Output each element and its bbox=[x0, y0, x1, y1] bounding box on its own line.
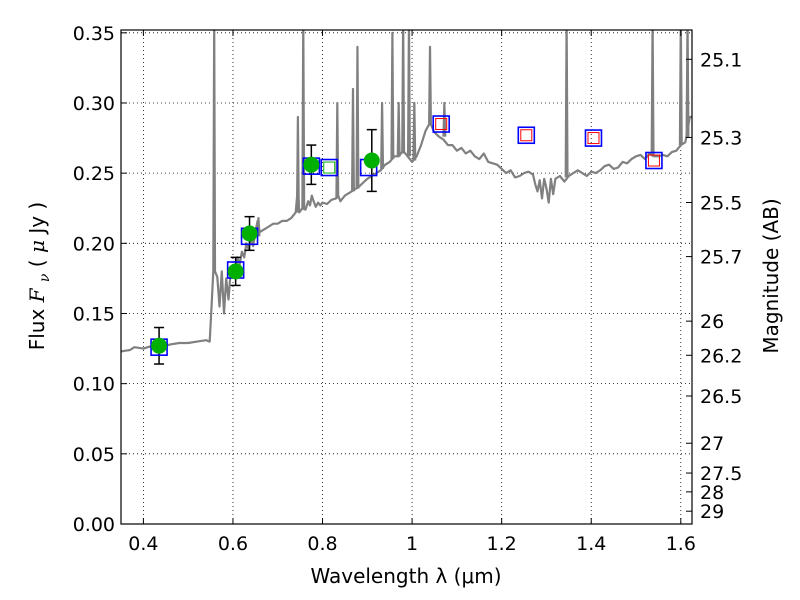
inner-marker-square bbox=[435, 118, 448, 131]
observed-flux-point bbox=[151, 337, 168, 354]
y2-tick-label: 28 bbox=[700, 482, 724, 504]
emission-line-spike bbox=[390, 31, 395, 160]
axis-ticks bbox=[121, 30, 692, 525]
y-axis-label-part: Jy ) bbox=[25, 202, 49, 236]
inner-marker-square bbox=[647, 154, 660, 167]
model-photometry-square bbox=[432, 115, 451, 133]
x-tick-label: 0.8 bbox=[307, 533, 337, 555]
model-photometry-square bbox=[584, 129, 603, 147]
emission-line-spike bbox=[650, 30, 655, 157]
emission-line-spike bbox=[412, 101, 417, 161]
gridlines bbox=[121, 30, 692, 525]
y-tick-label: 0.15 bbox=[73, 303, 115, 325]
emission-line-spike bbox=[685, 30, 690, 139]
plot-area bbox=[121, 30, 692, 365]
y-axis-label-mu: μ bbox=[25, 240, 49, 253]
y2-tick-label: 26.2 bbox=[700, 345, 742, 367]
y-tick-label: 0.30 bbox=[73, 93, 115, 115]
observed-flux-point bbox=[241, 225, 258, 242]
x-tick-label: 1.6 bbox=[666, 533, 696, 555]
tick-labels: 0.4 0.6 0.8 1 1.2 1.4 1.6 0.00 0.05 0.10 0.15 0.20 0… bbox=[73, 23, 743, 555]
y2-tick-label: 25.1 bbox=[700, 49, 742, 71]
plot-frame bbox=[120, 29, 693, 525]
y-axis-label-part: ( bbox=[25, 253, 49, 267]
inner-marker-square bbox=[520, 129, 533, 142]
inner-marker-square bbox=[587, 132, 600, 145]
x-tick-label: 0.6 bbox=[218, 533, 248, 555]
x-tick-label: 1.4 bbox=[576, 533, 606, 555]
y-tick-label: 0.25 bbox=[73, 163, 115, 185]
emission-line-spike bbox=[564, 30, 569, 178]
x-tick-label: 1.2 bbox=[487, 533, 517, 555]
emission-line-spike bbox=[428, 45, 433, 125]
model-photometry-square bbox=[645, 151, 663, 170]
emission-line-spike bbox=[442, 101, 447, 137]
observed-flux-point bbox=[363, 152, 380, 169]
y2-tick-label: 27.5 bbox=[700, 463, 742, 485]
observed-flux-point bbox=[303, 156, 320, 173]
y2-tick-label: 25.7 bbox=[700, 247, 742, 269]
y-tick-label: 0.00 bbox=[73, 514, 115, 536]
y2-tick-label: 26.5 bbox=[700, 386, 742, 408]
spectrum-line bbox=[121, 30, 692, 353]
emission-line-spike bbox=[396, 101, 401, 157]
y-tick-label: 0.10 bbox=[73, 374, 115, 396]
y2-tick-label: 26 bbox=[700, 311, 724, 333]
y-tick-label: 0.35 bbox=[73, 23, 115, 45]
emission-line-spike bbox=[295, 115, 300, 213]
model-photometry-square bbox=[517, 126, 536, 145]
y-axis-label-subscript: ν bbox=[37, 273, 53, 282]
y2-tick-label: 25.3 bbox=[700, 127, 742, 149]
y-tick-label: 0.05 bbox=[73, 444, 115, 466]
emission-line-spike bbox=[380, 101, 385, 169]
emission-line-spike bbox=[355, 45, 360, 189]
x-tick-label: 1 bbox=[406, 533, 418, 555]
y2-tick-label: 27 bbox=[700, 433, 724, 455]
y-tick-label: 0.20 bbox=[73, 233, 115, 255]
y2-tick-label: 29 bbox=[700, 501, 724, 523]
emission-line-spike bbox=[406, 30, 411, 157]
emission-line-spike bbox=[301, 30, 306, 210]
emission-line-spike bbox=[350, 87, 355, 192]
x-tick-label: 0.4 bbox=[128, 533, 158, 555]
emission-line-spike bbox=[335, 101, 340, 199]
inner-marker-square bbox=[323, 161, 336, 174]
x-axis-label: Wavelength λ (μm) bbox=[310, 564, 501, 588]
y2-tick-label: 25.5 bbox=[700, 192, 742, 214]
observed-flux-point bbox=[227, 263, 244, 280]
emission-line-spike bbox=[678, 30, 683, 146]
y-axis-label: Flux F ν ( μ Jy ) bbox=[25, 202, 54, 351]
y2-axis-label: Magnitude (AB) bbox=[759, 198, 783, 353]
model-photometry-square bbox=[320, 158, 339, 177]
y-axis-label-part: Flux bbox=[25, 302, 49, 350]
emission-line-spike bbox=[401, 30, 406, 154]
y-axis-label-symbol: F bbox=[25, 287, 49, 303]
